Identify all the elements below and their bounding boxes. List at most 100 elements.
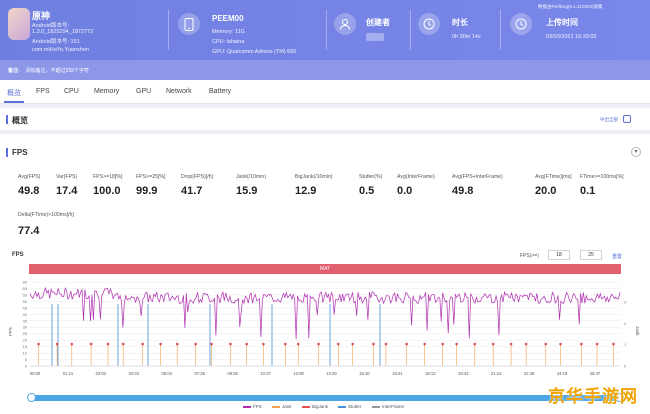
legend-bigjank[interactable]: BigJank [302,404,328,409]
x-tick-label: 16:41 [392,371,403,376]
device-memory: Memory: 11G [212,29,245,35]
bigjank-point [473,342,477,346]
app-info-line: com.miHoYo.Yuanshen [32,47,89,53]
reset-link[interactable]: 重置 [612,254,623,260]
report-header: 原神 Android版本号: 1.3.0_1825294_1872772 And… [0,0,650,60]
header-divider [410,10,411,50]
creator-value-placeholder [366,33,384,41]
creator-title: 创建者 [366,18,390,27]
metric-label: FPS>=18[%] [93,174,123,180]
upload-clock-icon [510,13,532,35]
tab-fps[interactable]: FPS [36,88,50,95]
metric-item: Stutter(%) 0.5 [359,174,382,197]
bigjank-point [580,342,583,346]
metric-item: Avg(FPS+InterFrame) 49.8 [452,174,503,197]
metric-item: BigJank(/10min) 12.9 [295,174,332,197]
x-tick-label: 09:06 [227,371,238,376]
user-icon [334,13,356,35]
metric-label: Drop(FPS)[/h] [181,174,213,180]
metric-item: FPS>=25[%] 99.9 [136,174,165,197]
metric-label: Avg(FTime)[ms] [535,174,572,180]
tab-network[interactable]: Network [166,88,192,95]
tab-cpu[interactable]: CPU [64,88,79,95]
fps-threshold-max-input[interactable]: 25 [580,250,602,260]
duration-value: 0h 30m 14s [452,34,481,40]
y-tick-label: 5 [25,357,28,362]
y-tick-label: 0 [25,364,28,369]
bigjank-point [524,342,528,346]
timeline-scroll-handle-right[interactable] [615,393,624,402]
metric-item: FPS>=18[%] 100.0 [93,174,122,197]
note-label: 备注: [8,68,20,74]
export-icon[interactable] [623,115,631,123]
bigjank-point [384,342,388,346]
section-marker [6,148,8,157]
bigjank-point [37,342,40,346]
bigjank-point [194,342,197,346]
chart-legend: FPS Jank BigJank Stutter InterFrame [0,404,650,414]
bigjank-point [175,342,179,346]
header-divider [326,10,327,50]
bigjank-point [441,342,445,346]
legend-jank[interactable]: Jank [272,404,292,409]
export-all-link[interactable]: 导出全部 [600,117,618,122]
upload-top-note: 数据由PerfDog(5.1.210204)收集 [538,4,603,9]
device-name: PEEM00 [212,14,244,23]
x-tick-label: 18:12 [425,371,436,376]
tab-gpu[interactable]: GPU [136,88,152,95]
x-tick-label: 03:02 [96,371,107,376]
timeline-scrollbar[interactable] [30,395,620,401]
tab-battery[interactable]: Battery [209,88,232,95]
legend-fps[interactable]: FPS [243,404,262,409]
y-tick-label: 20 [23,338,28,343]
metric-value: 0.1 [580,185,596,197]
x-tick-label: 06:04 [162,371,173,376]
x-tick-label: 24:16 [557,371,568,376]
bigjank-point [229,342,232,346]
timeline-scroll-handle-left[interactable] [27,393,36,402]
bigjank-point [262,342,265,346]
bigjank-point [423,342,426,346]
watermark-logo: 京华手游网 [548,387,638,406]
header-divider [168,10,169,50]
metric-value: 0.5 [359,185,375,197]
tab-memory[interactable]: Memory [94,88,120,95]
label-bar[interactable]: MAT [29,264,621,274]
overview-panel: 概览 导出全部 [0,108,650,130]
metric-value: 20.0 [535,185,557,197]
device-gpu: GPU: Qualcomm Adreno (TM) 660 [212,49,297,55]
metric-item: Drop(FPS)[/h] 41.7 [181,174,213,197]
header-divider [500,10,501,50]
collapse-toggle-icon[interactable]: ▾ [631,147,641,157]
bigjank-point [283,342,287,346]
section-marker [6,115,8,124]
fps-threshold-min-input[interactable]: 18 [548,250,570,260]
metric-label: Avg(FPS+InterFrame) [452,174,503,180]
bigjank-point [245,342,248,346]
overview-title: 概览 [12,116,28,125]
metric-item: Avg(InterFrame) 0.0 [397,174,435,197]
bigjank-point [89,342,93,346]
bigjank-point [159,342,162,346]
legend-stutter[interactable]: Stutter [338,404,361,409]
y-axis-title: FPS [8,327,13,336]
y-tick-label: 10 [23,351,28,356]
bigjank-point [106,342,110,346]
note-bar[interactable]: 备注: 添加备注，不超过255个字符 [0,60,650,80]
metric-label: BigJank(/10min) [295,174,333,180]
legend-interframe[interactable]: InterFrame [372,404,404,409]
metric-value: 49.8 [452,185,474,197]
bigjank-point [336,342,340,346]
y-tick-label: 60 [23,286,28,291]
x-tick-label: 25:47 [590,371,601,376]
metric-value: 15.9 [236,185,258,197]
metric-value: 49.8 [18,185,40,197]
tab-overview[interactable]: 概览 [7,90,21,97]
upload-title: 上传时间 [546,18,578,27]
bigjank-point [70,342,74,346]
x-tick-label: 15:10 [359,371,370,376]
metric-value: 77.4 [18,225,40,237]
duration-title: 时长 [452,18,468,27]
y-tick-label: 25 [23,331,28,336]
